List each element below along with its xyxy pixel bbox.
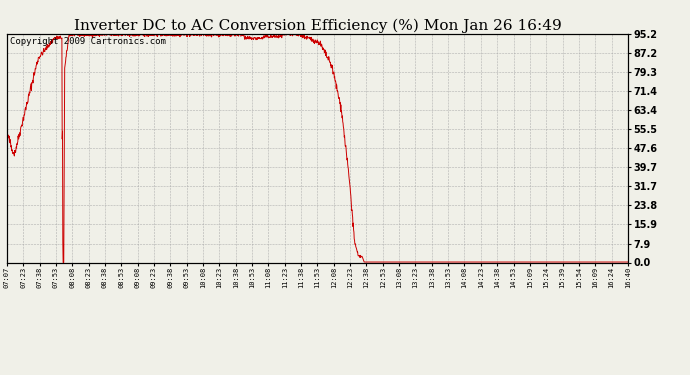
Text: Copyright 2009 Cartronics.com: Copyright 2009 Cartronics.com bbox=[10, 37, 166, 46]
Title: Inverter DC to AC Conversion Efficiency (%) Mon Jan 26 16:49: Inverter DC to AC Conversion Efficiency … bbox=[74, 18, 561, 33]
